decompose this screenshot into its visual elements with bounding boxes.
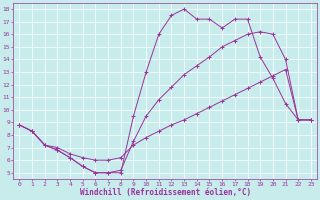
X-axis label: Windchill (Refroidissement éolien,°C): Windchill (Refroidissement éolien,°C) [80, 188, 251, 197]
